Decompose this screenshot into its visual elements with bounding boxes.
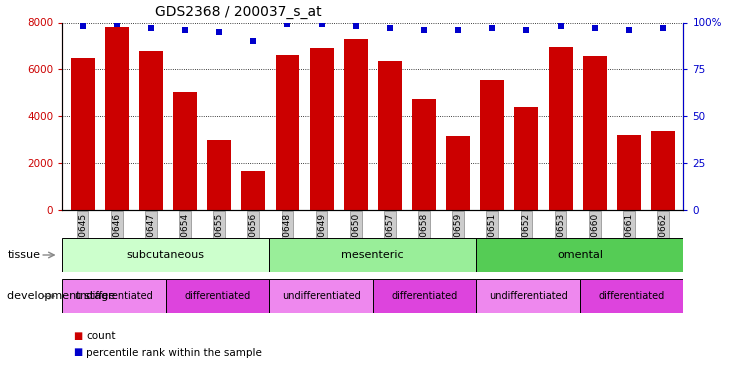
Point bbox=[316, 21, 327, 27]
Bar bbox=[480, 80, 504, 210]
Bar bbox=[105, 27, 129, 210]
Bar bbox=[241, 171, 265, 210]
Point bbox=[384, 25, 395, 31]
Point bbox=[77, 23, 88, 29]
Bar bbox=[344, 39, 368, 210]
Bar bbox=[62, 238, 269, 272]
Bar bbox=[580, 279, 683, 313]
Bar bbox=[276, 56, 300, 210]
Point bbox=[248, 38, 260, 44]
Bar bbox=[515, 107, 539, 210]
Bar bbox=[71, 58, 94, 210]
Bar bbox=[269, 238, 477, 272]
Point bbox=[350, 23, 362, 29]
Bar bbox=[549, 47, 572, 210]
Text: differentiated: differentiated bbox=[392, 291, 458, 301]
Text: tissue: tissue bbox=[7, 250, 40, 260]
Text: development stage: development stage bbox=[7, 291, 115, 301]
Bar bbox=[310, 48, 333, 210]
Bar bbox=[651, 132, 675, 210]
Point bbox=[418, 27, 430, 33]
Bar bbox=[378, 61, 402, 210]
Bar bbox=[62, 279, 166, 313]
Text: differentiated: differentiated bbox=[599, 291, 664, 301]
Text: undifferentiated: undifferentiated bbox=[281, 291, 360, 301]
Text: GDS2368 / 200037_s_at: GDS2368 / 200037_s_at bbox=[155, 5, 322, 19]
Text: undifferentiated: undifferentiated bbox=[75, 291, 154, 301]
Point bbox=[623, 27, 635, 33]
Text: mesenteric: mesenteric bbox=[341, 250, 404, 260]
Point bbox=[486, 25, 498, 31]
Bar bbox=[269, 279, 373, 313]
Bar bbox=[373, 279, 477, 313]
Text: ■: ■ bbox=[73, 348, 83, 357]
Point bbox=[281, 21, 293, 27]
Bar bbox=[477, 279, 580, 313]
Point bbox=[145, 25, 156, 31]
Point bbox=[520, 27, 532, 33]
Bar bbox=[446, 136, 470, 210]
Bar bbox=[207, 140, 231, 210]
Point bbox=[213, 29, 225, 35]
Text: count: count bbox=[86, 331, 115, 340]
Text: undifferentiated: undifferentiated bbox=[489, 291, 567, 301]
Text: ■: ■ bbox=[73, 331, 83, 340]
Point bbox=[657, 25, 669, 31]
Point bbox=[111, 21, 123, 27]
Bar bbox=[412, 99, 436, 210]
Bar bbox=[173, 92, 197, 210]
Point bbox=[555, 23, 567, 29]
Point bbox=[589, 25, 601, 31]
Text: percentile rank within the sample: percentile rank within the sample bbox=[86, 348, 262, 357]
Point bbox=[179, 27, 191, 33]
Bar bbox=[477, 238, 683, 272]
Bar bbox=[166, 279, 269, 313]
Bar bbox=[139, 51, 163, 210]
Bar bbox=[583, 57, 607, 210]
Text: differentiated: differentiated bbox=[184, 291, 251, 301]
Point bbox=[452, 27, 464, 33]
Text: subcutaneous: subcutaneous bbox=[126, 250, 205, 260]
Bar bbox=[617, 135, 641, 210]
Text: omental: omental bbox=[557, 250, 603, 260]
